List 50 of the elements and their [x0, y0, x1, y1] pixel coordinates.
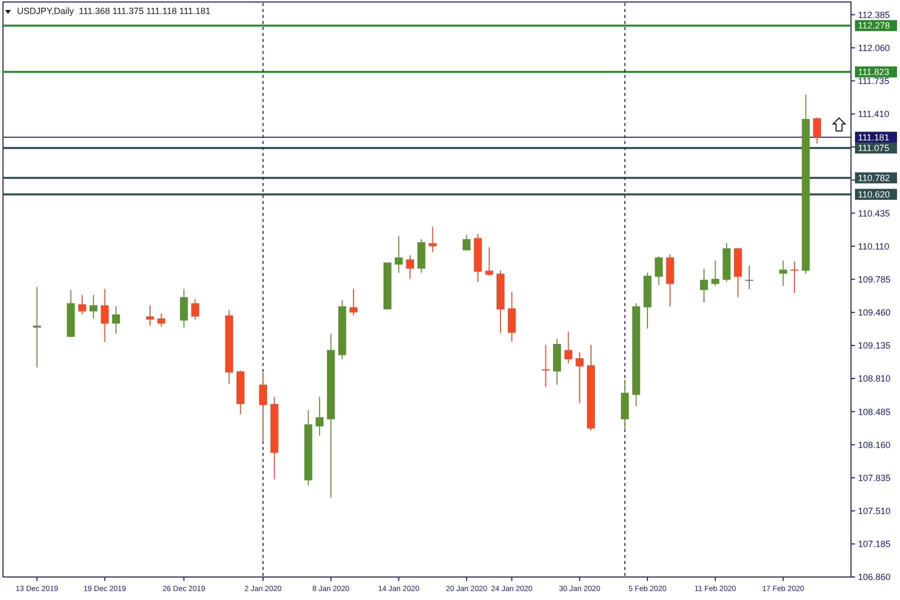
y-tick-label: 112.060 [858, 42, 890, 53]
candlestick [790, 261, 798, 294]
candlestick [350, 288, 358, 316]
y-tick-label: 110.110 [858, 241, 890, 252]
y-tick-label: 110.435 [858, 208, 890, 218]
ref-line-label: 111.075 [858, 143, 890, 154]
y-tick-label: 106.860 [858, 572, 891, 582]
y-tick-label: 112.385 [858, 10, 890, 20]
y-tick-label: 109.785 [858, 274, 891, 284]
y-tick-label: 111.410 [858, 109, 890, 120]
ref-line-label: 111.823 [858, 67, 890, 78]
ref-line-label: 110.620 [858, 189, 890, 200]
candlestick [485, 246, 494, 276]
candlestick [157, 312, 166, 328]
candlestick [813, 116, 822, 144]
candlestick [576, 352, 584, 404]
candlestick [428, 226, 437, 253]
y-tick-label: 107.510 [858, 506, 891, 516]
candlestick [316, 396, 324, 436]
y-tick-label: 108.160 [858, 440, 891, 450]
candlestick [394, 236, 403, 274]
candlestick [700, 268, 708, 303]
candlestick [89, 294, 98, 319]
y-tick-label: 109.460 [858, 308, 891, 318]
y-tick-label: 109.135 [858, 340, 891, 351]
candlestick [564, 331, 572, 364]
ref-line-label: 112.278 [858, 20, 890, 31]
candlestick [78, 294, 86, 315]
candlestick [462, 234, 471, 251]
y-tick-label: 111.735 [858, 76, 890, 86]
ref-line-label: 111.181 [858, 132, 890, 142]
y-tick-label: 108.810 [858, 374, 891, 384]
candlestick [406, 254, 414, 280]
candlestick [100, 288, 109, 342]
candlestick [654, 256, 663, 286]
candlestick [542, 344, 550, 388]
candlestick [259, 372, 268, 442]
candlestick [112, 306, 120, 334]
y-tick-label: 107.185 [858, 539, 891, 550]
candlestick [745, 265, 754, 290]
candlestick [180, 288, 188, 328]
candlestick [146, 304, 154, 326]
chart-title: USDJPY,Daily 111.368 111.375 111.118 111.181 [17, 6, 210, 16]
candlestick [191, 298, 200, 320]
y-tick-label: 107.835 [858, 472, 891, 483]
y-tick-label: 108.485 [858, 406, 891, 417]
ref-line-label: 110.782 [858, 172, 890, 183]
candlestick [779, 260, 788, 286]
candlestick [711, 260, 720, 286]
candlestick [32, 286, 41, 368]
